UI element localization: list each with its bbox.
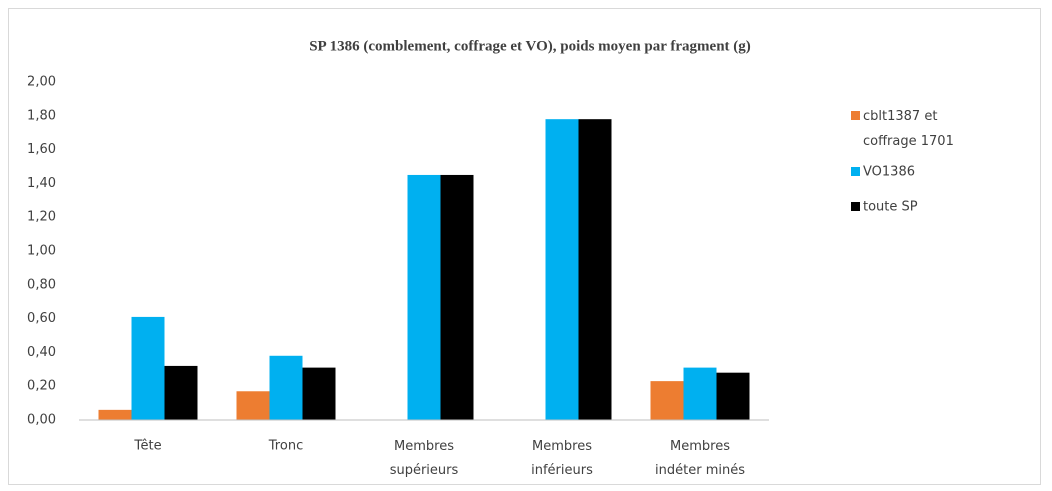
bar bbox=[269, 355, 303, 420]
y-tick-label: 1,20 bbox=[27, 210, 56, 225]
x-tick-label: Membres indéter minés bbox=[655, 439, 745, 478]
legend-swatch bbox=[851, 167, 860, 176]
y-tick-label: 0,40 bbox=[27, 345, 56, 360]
bar bbox=[545, 119, 579, 421]
chart-title: SP 1386 (comblement, coffrage et VO), po… bbox=[309, 38, 751, 54]
bar bbox=[683, 367, 717, 420]
bar bbox=[440, 174, 474, 420]
bar bbox=[164, 365, 198, 420]
y-tick-label: 0,80 bbox=[27, 277, 56, 292]
y-tick-label: 1,60 bbox=[27, 142, 56, 157]
legend-label: VO1386 bbox=[863, 165, 915, 180]
y-tick-label: 0,20 bbox=[27, 379, 56, 394]
bar bbox=[302, 367, 336, 420]
x-tick-label: Tronc bbox=[268, 439, 303, 454]
y-tick-label: 0,60 bbox=[27, 311, 56, 326]
y-tick-label: 2,00 bbox=[27, 75, 56, 90]
bar bbox=[407, 174, 441, 420]
x-tick-label: Membres inférieurs bbox=[531, 439, 593, 478]
legend-label: toute SP bbox=[863, 200, 918, 215]
legend-swatch bbox=[851, 111, 860, 120]
y-tick-label: 0,00 bbox=[27, 413, 56, 428]
bar bbox=[716, 372, 750, 420]
x-tick-label: Tête bbox=[133, 439, 161, 454]
y-tick-label: 1,40 bbox=[27, 176, 56, 191]
bar bbox=[578, 119, 612, 421]
y-tick-label: 1,00 bbox=[27, 244, 56, 259]
legend-swatch bbox=[851, 202, 860, 211]
bar bbox=[98, 409, 132, 420]
bar bbox=[131, 316, 165, 420]
bar bbox=[650, 381, 684, 420]
legend-label: cblt1387 et coffrage 1701 bbox=[863, 109, 954, 149]
x-tick-label: Membres supérieurs bbox=[390, 439, 459, 478]
y-tick-label: 1,80 bbox=[27, 108, 56, 123]
bar bbox=[236, 391, 270, 420]
